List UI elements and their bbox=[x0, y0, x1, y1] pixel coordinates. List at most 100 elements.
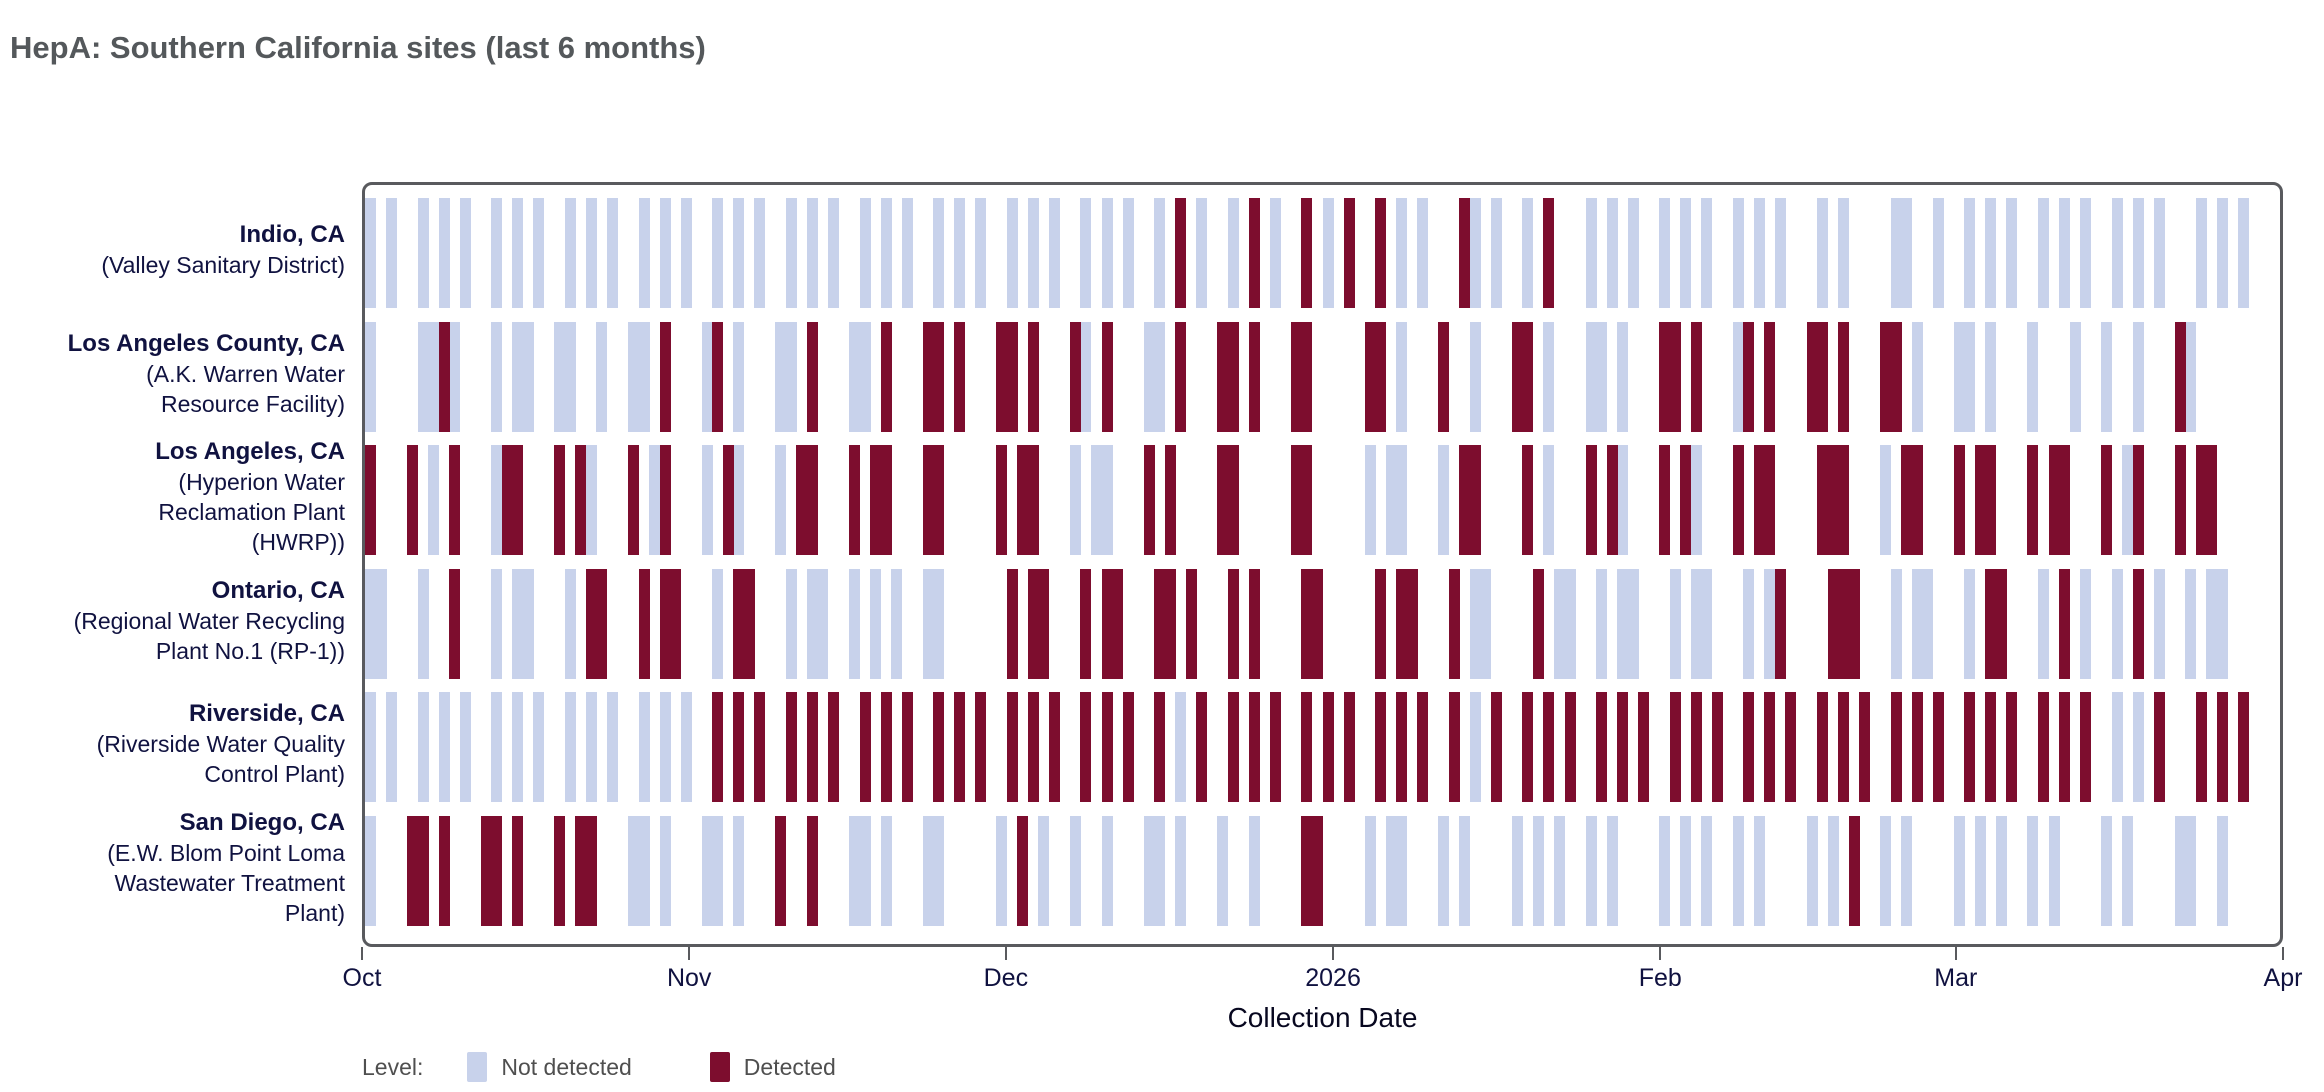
sample-bar-detected bbox=[1817, 692, 1829, 802]
sample-bar-not-detected bbox=[1396, 445, 1408, 555]
sample-bar-not-detected bbox=[2101, 321, 2113, 432]
site-name: Los Angeles County, CA bbox=[67, 329, 345, 357]
sample-bar-not-detected bbox=[522, 321, 534, 432]
sample-bar-detected bbox=[1785, 692, 1797, 802]
sample-bar-not-detected bbox=[659, 815, 671, 926]
sample-bar-detected bbox=[1038, 568, 1050, 679]
x-tick-label: Oct bbox=[342, 964, 382, 992]
sample-bar-detected bbox=[554, 445, 566, 555]
sample-bar-not-detected bbox=[638, 692, 650, 802]
sample-bar-not-detected bbox=[2132, 321, 2144, 432]
sample-bar-detected bbox=[1817, 445, 1829, 555]
sample-bar-not-detected bbox=[1701, 198, 1713, 308]
sample-bar-not-detected bbox=[1364, 445, 1376, 555]
sample-bar-not-detected bbox=[1690, 568, 1702, 679]
sample-bar-not-detected bbox=[607, 692, 618, 802]
sample-bar-detected bbox=[1175, 321, 1187, 432]
x-tick-label: Mar bbox=[1934, 964, 1978, 992]
sample-bar-not-detected bbox=[365, 692, 376, 802]
sample-bar-detected bbox=[1375, 321, 1387, 432]
legend: Level: Not detected Detected bbox=[362, 1052, 914, 1082]
sample-bar-detected bbox=[1396, 568, 1408, 679]
sample-bar-detected bbox=[1522, 445, 1534, 555]
sample-bar-detected bbox=[1827, 445, 1839, 555]
sample-bar-detected bbox=[1953, 445, 1965, 555]
sample-bar-not-detected bbox=[2185, 321, 2197, 432]
sample-bar-not-detected bbox=[1732, 815, 1744, 926]
sample-bar-not-detected bbox=[1038, 815, 1050, 926]
sample-bar-not-detected bbox=[859, 815, 871, 926]
sample-bar-not-detected bbox=[512, 568, 524, 679]
sample-bar-not-detected bbox=[733, 321, 745, 432]
sample-bar-not-detected bbox=[975, 198, 987, 308]
sample-bar-not-detected bbox=[1438, 445, 1450, 555]
sample-bar-not-detected bbox=[1880, 815, 1892, 926]
sample-bar-not-detected bbox=[996, 815, 1008, 926]
sample-bar-detected bbox=[438, 321, 450, 432]
sample-bar-not-detected bbox=[1069, 445, 1081, 555]
sample-bar-detected bbox=[1248, 692, 1260, 802]
sample-bar-not-detected bbox=[701, 321, 713, 432]
sample-bar-detected bbox=[806, 445, 818, 555]
sample-bar-detected bbox=[2195, 445, 2207, 555]
sample-bar-detected bbox=[722, 445, 734, 555]
sample-bar-detected bbox=[1985, 445, 1997, 555]
sample-bar-detected bbox=[1196, 692, 1208, 802]
sample-bar-detected bbox=[1080, 692, 1092, 802]
sample-bar-detected bbox=[1543, 692, 1555, 802]
sample-bar-not-detected bbox=[1154, 815, 1166, 926]
sample-bar-not-detected bbox=[1764, 568, 1776, 679]
sample-bar-not-detected bbox=[2101, 815, 2113, 926]
sample-bar-detected bbox=[407, 445, 419, 555]
sample-bar-detected bbox=[1764, 445, 1776, 555]
sample-bar-not-detected bbox=[2122, 815, 2134, 926]
sample-bar-detected bbox=[1164, 445, 1176, 555]
sample-bar-not-detected bbox=[512, 321, 524, 432]
sample-bar-not-detected bbox=[806, 568, 818, 679]
sample-bar-detected bbox=[922, 321, 934, 432]
sample-bar-not-detected bbox=[785, 568, 797, 679]
legend-label-not-detected: Not detected bbox=[501, 1053, 632, 1080]
sample-bar-detected bbox=[1301, 445, 1313, 555]
sample-bar-not-detected bbox=[2037, 198, 2049, 308]
sample-bar-not-detected bbox=[2132, 692, 2144, 802]
sample-bar-not-detected bbox=[428, 445, 440, 555]
sample-bar-not-detected bbox=[417, 321, 429, 432]
sample-bar-not-detected bbox=[1490, 198, 1502, 308]
sample-bar-not-detected bbox=[1101, 198, 1113, 308]
sample-bar-detected bbox=[1438, 321, 1450, 432]
sample-bar-not-detected bbox=[375, 568, 387, 679]
sample-bar-not-detected bbox=[1543, 321, 1555, 432]
sample-bar-detected bbox=[1290, 321, 1302, 432]
sample-bar-not-detected bbox=[1974, 815, 1986, 926]
sample-bar-not-detected bbox=[1680, 815, 1692, 926]
sample-bar-not-detected bbox=[1901, 198, 1913, 308]
sample-bar-not-detected bbox=[659, 692, 671, 802]
sample-bar-not-detected bbox=[1617, 568, 1629, 679]
sample-bar-detected bbox=[1964, 692, 1976, 802]
site-name: Riverside, CA bbox=[188, 700, 345, 727]
legend-item-detected: Detected bbox=[709, 1052, 836, 1082]
sample-bar-detected bbox=[365, 445, 376, 555]
sample-bar-detected bbox=[1659, 321, 1671, 432]
sample-bar-detected bbox=[2216, 692, 2228, 802]
sample-bar-not-detected bbox=[1606, 198, 1618, 308]
sample-bar-not-detected bbox=[1732, 321, 1744, 432]
sample-bar-detected bbox=[1985, 568, 1997, 679]
sample-bar-not-detected bbox=[1753, 198, 1765, 308]
sample-bar-detected bbox=[1017, 445, 1029, 555]
sample-bar-not-detected bbox=[1459, 815, 1471, 926]
sample-bar-not-detected bbox=[933, 568, 945, 679]
site-row-band bbox=[365, 815, 2280, 926]
sample-bar-detected bbox=[1543, 198, 1555, 308]
sample-bar-detected bbox=[1227, 568, 1239, 679]
sample-bar-detected bbox=[1322, 692, 1334, 802]
sample-bar-not-detected bbox=[491, 198, 503, 308]
sample-bar-not-detected bbox=[901, 198, 913, 308]
sample-bar-detected bbox=[1911, 445, 1923, 555]
chart-title: HepA: Southern California sites (last 6 … bbox=[10, 30, 706, 65]
sample-bar-detected bbox=[2101, 445, 2113, 555]
sample-bar-not-detected bbox=[712, 198, 724, 308]
sample-bar-not-detected bbox=[1753, 815, 1765, 926]
sample-bar-detected bbox=[1732, 445, 1744, 555]
